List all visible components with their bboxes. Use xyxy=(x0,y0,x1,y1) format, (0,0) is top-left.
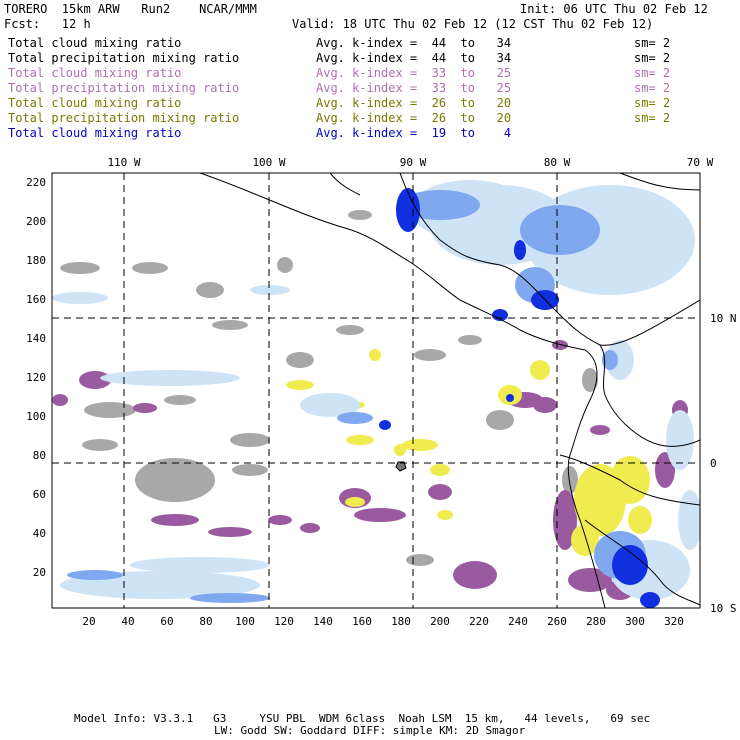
lon-label: 110 W xyxy=(107,156,140,169)
y-tick-label: 220 xyxy=(26,176,46,189)
x-tick-label: 180 xyxy=(391,615,411,628)
lon-label: 80 W xyxy=(544,156,571,169)
legend-field: Total precipitation mixing ratio xyxy=(8,51,240,65)
lon-label: 90 W xyxy=(400,156,427,169)
lon-labels: 110 W 100 W 90 W 80 W 70 W xyxy=(107,156,713,169)
x-tick-label: 60 xyxy=(160,615,173,628)
legend-kindex: Avg. k-index = 26 to 20 xyxy=(316,96,512,110)
x-tick-label: 280 xyxy=(586,615,606,628)
x-tick-labels: 20 40 60 80 100 120 140 160 180 200 220 … xyxy=(82,615,684,628)
x-tick-label: 220 xyxy=(469,615,489,628)
y-tick-label: 140 xyxy=(26,332,46,345)
legend-kindex: Avg. k-index = 19 to 4 xyxy=(316,126,512,140)
legend-field: Total cloud mixing ratio xyxy=(8,36,182,50)
legend-smoothing: sm= 2 xyxy=(634,111,671,125)
legend-field: Total precipitation mixing ratio xyxy=(8,111,240,125)
legend-field: Total precipitation mixing ratio xyxy=(8,81,240,95)
x-tick-label: 40 xyxy=(121,615,134,628)
plot-frame xyxy=(51,172,701,609)
y-tick-labels: 220 200 180 160 140 120 100 80 60 40 20 xyxy=(26,176,46,579)
legend-field: Total cloud mixing ratio xyxy=(8,66,182,80)
x-tick-label: 300 xyxy=(625,615,645,628)
legend-field: Total cloud mixing ratio xyxy=(8,96,182,110)
y-tick-label: 100 xyxy=(26,410,46,423)
deepblue-cloud-field xyxy=(379,188,660,608)
x-tick-label: 160 xyxy=(352,615,372,628)
purple-cloud-field xyxy=(52,235,688,600)
physics-info: LW: Godd SW: Goddard DIFF: simple KM: 2D… xyxy=(214,724,526,737)
legend-smoothing: sm= 2 xyxy=(634,96,671,110)
legend-kindex: Avg. k-index = 26 to 20 xyxy=(316,111,512,125)
valid-time: Valid: 18 UTC Thu 02 Feb 12 (12 CST Thu … xyxy=(292,17,654,31)
legend-kindex: Avg. k-index = 44 to 34 xyxy=(316,36,512,50)
legend-kindex: Avg. k-index = 33 to 25 xyxy=(316,66,512,80)
y-tick-label: 200 xyxy=(26,215,46,228)
coastlines xyxy=(199,173,700,608)
x-tick-label: 260 xyxy=(547,615,567,628)
x-tick-label: 320 xyxy=(664,615,684,628)
y-tick-label: 120 xyxy=(26,371,46,384)
model-title: TORERO 15km ARW Run2 NCAR/MMM xyxy=(4,2,257,16)
legend-kindex: Avg. k-index = 33 to 25 xyxy=(316,81,512,95)
legend-smoothing: sm= 2 xyxy=(634,66,671,80)
legend-field: Total cloud mixing ratio xyxy=(8,126,182,140)
init-time: Init: 06 UTC Thu 02 Feb 12 xyxy=(520,2,708,16)
graticule xyxy=(52,173,700,608)
lat-label: 10 N xyxy=(710,312,737,325)
map-fields xyxy=(52,173,700,608)
x-tick-label: 240 xyxy=(508,615,528,628)
y-tick-label: 40 xyxy=(33,527,46,540)
x-tick-label: 20 xyxy=(82,615,95,628)
lat-label: 0 xyxy=(710,457,717,470)
lon-label: 100 W xyxy=(252,156,285,169)
legend-kindex: Avg. k-index = 44 to 34 xyxy=(316,51,512,65)
x-tick-label: 120 xyxy=(274,615,294,628)
x-tick-label: 80 xyxy=(199,615,212,628)
y-tick-label: 20 xyxy=(33,566,46,579)
model-info: Model Info: V3.3.1 G3 YSU PBL WDM 6class… xyxy=(74,712,651,725)
lat-labels: 10 N 0 10 S xyxy=(710,312,737,615)
legend-smoothing: sm= 2 xyxy=(634,36,671,50)
forecast-hour: Fcst: 12 h xyxy=(4,17,91,31)
legend-smoothing: sm= 2 xyxy=(634,51,671,65)
yellow-cloud-field xyxy=(286,241,652,556)
y-tick-label: 80 xyxy=(33,449,46,462)
gray-cloud-field xyxy=(60,210,598,566)
y-tick-label: 60 xyxy=(33,488,46,501)
legend-smoothing: sm= 2 xyxy=(634,81,671,95)
x-tick-label: 100 xyxy=(235,615,255,628)
lat-label: 10 S xyxy=(710,602,737,615)
x-tick-label: 200 xyxy=(430,615,450,628)
lon-label: 70 W xyxy=(687,156,714,169)
x-tick-label: 140 xyxy=(313,615,333,628)
y-tick-label: 160 xyxy=(26,293,46,306)
y-tick-label: 180 xyxy=(26,254,46,267)
